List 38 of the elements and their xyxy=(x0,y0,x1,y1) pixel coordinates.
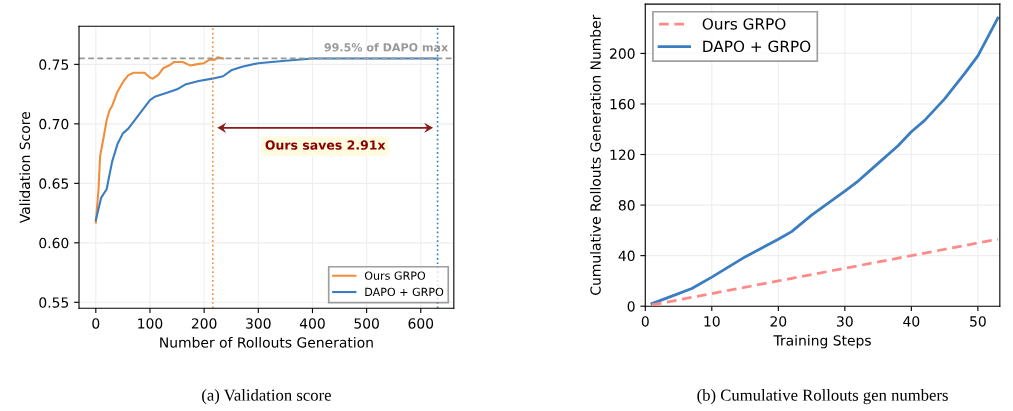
y-axis-title: Validation Score xyxy=(19,112,31,224)
legend-label: DAPO + GRPO xyxy=(365,287,444,297)
x-tick-label: 0 xyxy=(92,318,100,329)
y-tick-label: 0 xyxy=(627,301,635,312)
y-tick-label: 160 xyxy=(610,98,635,110)
x-tick-label: 300 xyxy=(246,318,271,329)
x-tick-label: 0 xyxy=(641,316,649,327)
y-tick-label: 40 xyxy=(618,250,635,262)
y-axis-title: Cumulative Rollouts Generation Number xyxy=(590,14,601,295)
x-tick-label: 400 xyxy=(299,318,325,329)
y-tick-label: 0.65 xyxy=(39,178,69,189)
x-tick-label: 20 xyxy=(770,316,787,327)
y-tick-label: 120 xyxy=(610,149,635,160)
x-tick-label: 200 xyxy=(191,318,217,329)
x-tick-label: 500 xyxy=(354,318,379,329)
legend-label: Ours GRPO xyxy=(364,271,426,280)
y-tick-label: 0.70 xyxy=(39,118,69,130)
x-tick-label: 100 xyxy=(138,318,163,329)
ref-line-label: 99.5% of DAPO max xyxy=(324,42,449,52)
y-tick-label: 80 xyxy=(618,200,635,211)
x-tick-label: 600 xyxy=(408,318,434,329)
x-tick-label: 30 xyxy=(837,316,853,327)
y-tick-label: 0.75 xyxy=(39,59,69,70)
legend-label: DAPO + GRPO xyxy=(703,40,811,53)
x-axis-title: Training Steps xyxy=(773,334,871,349)
line-series xyxy=(650,237,1000,307)
legend-label: Ours GRPO xyxy=(702,18,786,30)
x-tick-label: 40 xyxy=(903,316,920,327)
line-series xyxy=(650,16,1000,306)
x-axis-title: Number of Rollouts Generation xyxy=(160,336,373,348)
x-tick-label: 50 xyxy=(970,316,986,327)
y-tick-label: 0.55 xyxy=(39,297,69,308)
x-tick-label: 10 xyxy=(704,316,720,327)
y-tick-label: 200 xyxy=(610,48,635,59)
text: (b) Cumulative Rollouts gen numbers xyxy=(697,389,948,405)
y-tick-label: 0.60 xyxy=(39,237,69,249)
annotation: Ours saves 2.91x xyxy=(265,140,386,150)
text: (a) Validation score xyxy=(202,389,331,405)
